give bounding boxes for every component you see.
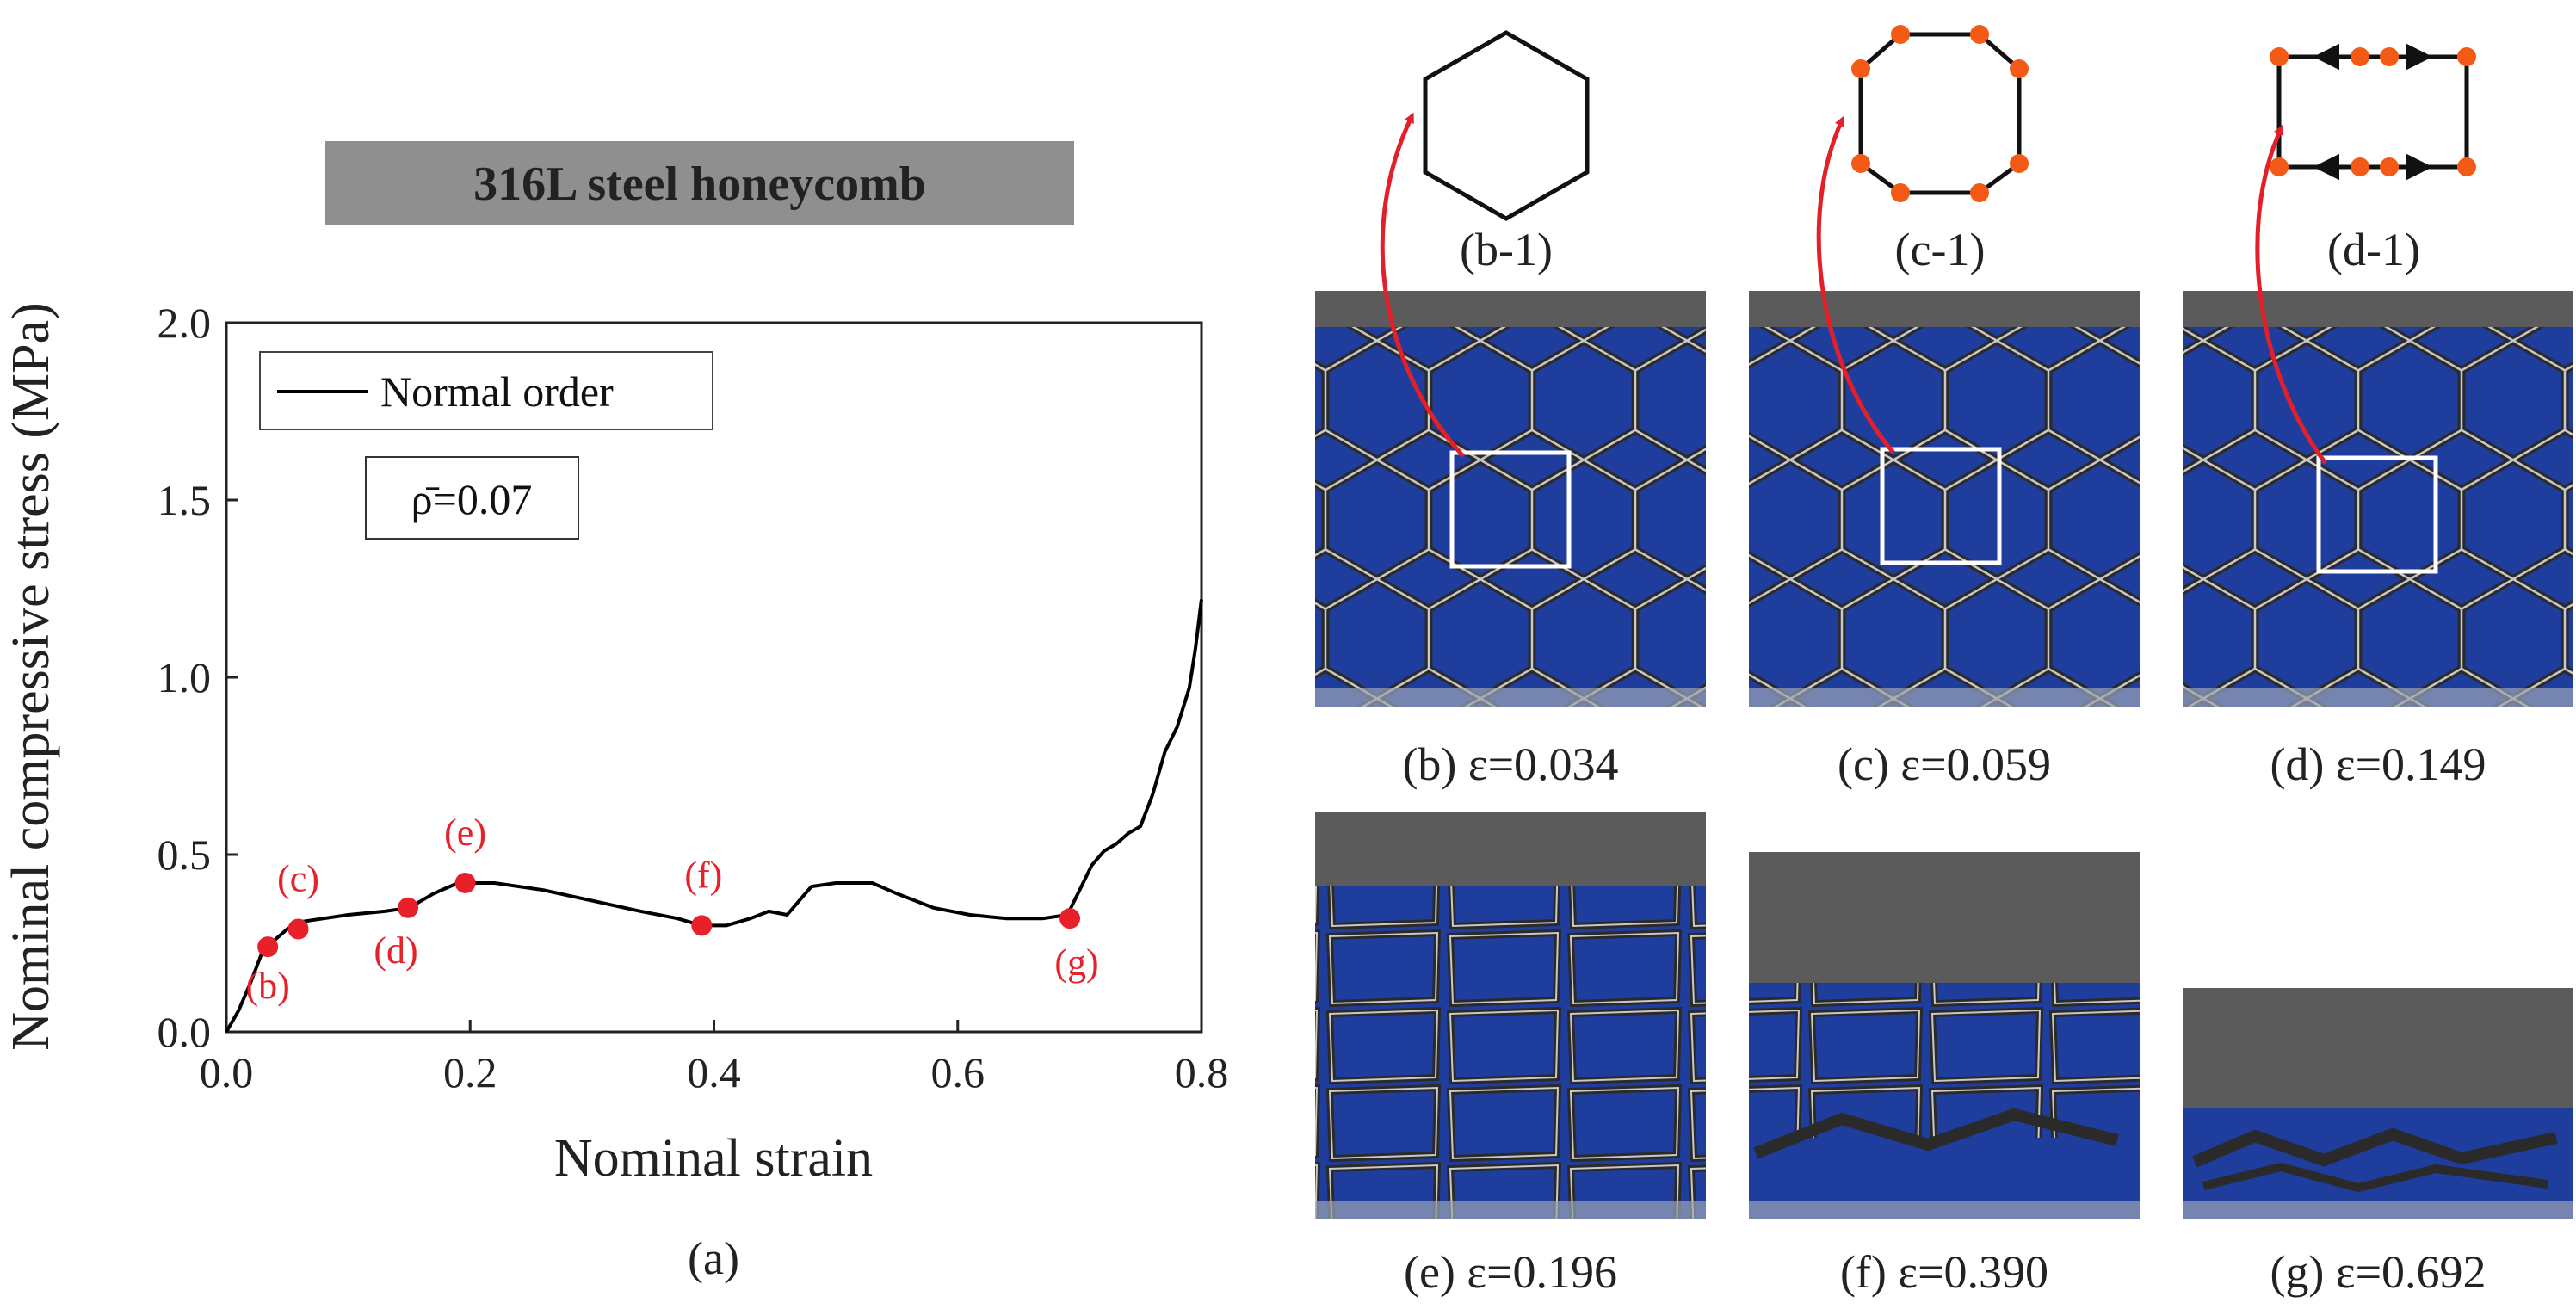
marked-point-2 [398, 897, 419, 918]
title-banner-text: 316L steel honeycomb [473, 157, 926, 211]
hinge-markers-d1 [2270, 47, 2476, 176]
plot-area: (b) (c) (d) (e) (f) (g) [225, 599, 1203, 1033]
y-tick-label-2: 1.0 [158, 653, 212, 701]
y-tick-label-0: 0.0 [158, 1008, 212, 1056]
schematic-d1-caption: (d-1) [2327, 224, 2420, 275]
hinge-markers [1851, 25, 2029, 202]
x-tick-label-4: 0.8 [1175, 1048, 1229, 1096]
photo-d: (d) ε=0.149 [2183, 124, 2573, 790]
y-axis-label: Nominal compressive stress (MPa) [2, 302, 60, 1051]
schematic-c1-caption: (c-1) [1895, 224, 1986, 275]
y-tick-label-1: 0.5 [158, 830, 212, 879]
marked-point-4 [691, 915, 713, 936]
x-tick-label-1: 0.2 [443, 1048, 497, 1096]
marked-point-1 [287, 918, 309, 940]
hexagon-shape [1423, 30, 1590, 221]
title-banner [325, 141, 1074, 225]
panel-a-caption: (a) [688, 1232, 739, 1284]
photo-f-caption: (f) ε=0.390 [1840, 1246, 2048, 1298]
x-tick-label-2: 0.4 [687, 1048, 741, 1096]
density-box [365, 456, 579, 540]
photo-d-caption: (d) ε=0.149 [2270, 738, 2486, 790]
schematic-d1: (d-1) [2270, 43, 2476, 275]
marked-point-label-4: (f) [684, 854, 722, 896]
marked-point-0 [257, 936, 279, 958]
photo-c-caption: (c) ε=0.059 [1838, 738, 2051, 790]
marked-point-3 [454, 872, 476, 893]
x-tick-label-0: 0.0 [200, 1048, 254, 1096]
marked-point-label-1: (c) [277, 858, 319, 900]
photo-g: (g) ε=0.692 [2183, 988, 2573, 1298]
x-axis-label: Nominal strain [554, 1129, 873, 1188]
zoom-box-d [2316, 455, 2438, 574]
photo-g-caption: (g) ε=0.692 [2270, 1246, 2486, 1298]
y-axis: 0.0 0.5 1.0 1.5 2.0 [158, 299, 238, 1056]
schematic-b1-caption: (b-1) [1460, 224, 1553, 275]
photo-e: (e) ε=0.196 [1315, 812, 1706, 1298]
density-label: ρ̄=0.07 [411, 475, 533, 523]
legend-entry-normal-order: Normal order [380, 367, 614, 416]
schematic-c1: (c-1) [1851, 25, 2029, 275]
panel-a: 316L steel honeycomb 0.0 0.2 0.4 0.6 0.8 0.0… [2, 141, 1228, 1284]
x-tick-label-3: 0.6 [931, 1048, 985, 1096]
series-line-0 [225, 599, 1203, 1033]
flattened-hexagon-shape [1858, 32, 2022, 195]
marked-point-5 [1059, 908, 1081, 929]
x-axis: 0.0 0.2 0.4 0.6 0.8 [200, 1020, 1229, 1096]
zoom-box-c [1880, 447, 2002, 565]
y-tick-label-4: 2.0 [158, 299, 212, 347]
legend: Normal order [259, 351, 713, 430]
marked-point-label-0: (b) [245, 965, 289, 1007]
density-annotation: ρ̄=0.07 [365, 456, 579, 540]
photo-b-caption: (b) ε=0.034 [1402, 738, 1618, 790]
marked-point-label-5: (g) [1054, 942, 1098, 984]
arrow-to-d1 [2255, 124, 2327, 465]
zoom-box-b [1449, 450, 1572, 569]
marked-point-label-3: (e) [444, 812, 486, 854]
photo-f: (f) ε=0.390 [1749, 852, 2140, 1298]
arrow-to-b1 [1380, 112, 1465, 458]
photo-b: (b) ε=0.034 [1315, 112, 1706, 790]
arrow-to-c1 [1816, 115, 1895, 454]
rectangle-shape [2276, 54, 2469, 170]
schematics-row: (b-1) (c-1) [1423, 25, 2476, 275]
photo-c: (c) ε=0.059 [1749, 115, 2140, 790]
schematic-b1: (b-1) [1423, 30, 1590, 275]
arrow-markers [2313, 43, 2433, 181]
marked-point-label-2: (d) [374, 929, 417, 972]
y-tick-label-3: 1.5 [158, 476, 212, 524]
photo-e-caption: (e) ε=0.196 [1404, 1246, 1617, 1298]
